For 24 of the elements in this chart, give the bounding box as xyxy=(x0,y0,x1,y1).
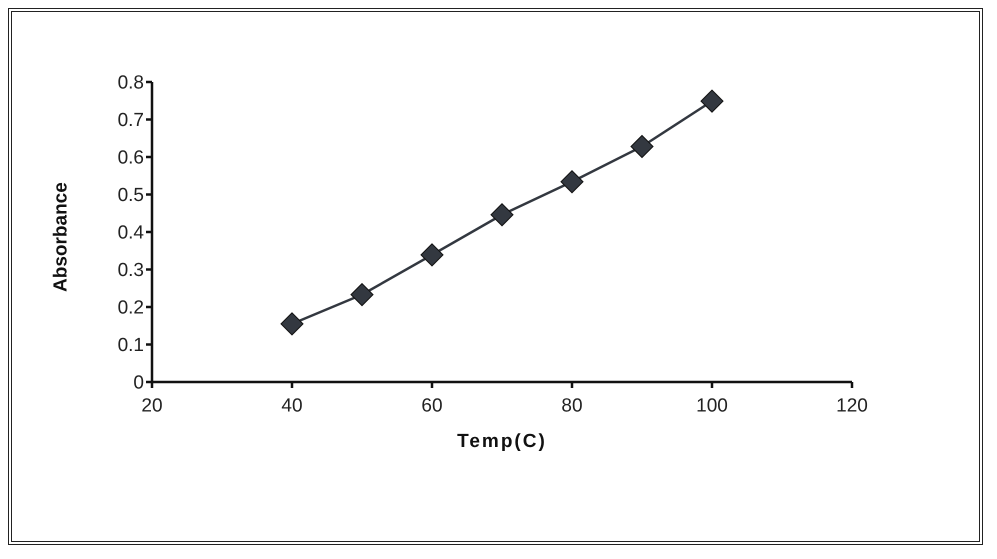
point xyxy=(350,283,374,306)
y-tick-label: 0.1 xyxy=(118,335,144,356)
y-tick-label: 0.7 xyxy=(118,110,144,132)
point xyxy=(490,203,514,226)
x-tick-label: 60 xyxy=(421,395,443,416)
x-axis-title: Temp(C) xyxy=(457,431,547,452)
x-tick-label: 100 xyxy=(696,395,728,416)
point xyxy=(560,170,584,194)
y-tick-label: 0.3 xyxy=(118,260,144,282)
x-tick-label: 80 xyxy=(561,395,583,416)
point xyxy=(280,312,304,336)
x-tick-label: 20 xyxy=(141,395,163,416)
y-tick-label: 0.2 xyxy=(118,298,144,319)
x-tick-label: 40 xyxy=(281,395,303,416)
point xyxy=(700,90,724,113)
y-tick-label: 0.6 xyxy=(118,148,144,169)
point xyxy=(630,135,654,158)
point xyxy=(420,243,444,266)
y-tick-label: 0.8 xyxy=(118,72,144,94)
y-axis-title: Absorbance xyxy=(50,182,72,292)
x-tick-label: 120 xyxy=(836,395,868,416)
y-tick-label: 0.4 xyxy=(118,222,144,244)
y-tick-label: 0.5 xyxy=(118,185,144,206)
y-tick-label: 0 xyxy=(133,372,144,394)
